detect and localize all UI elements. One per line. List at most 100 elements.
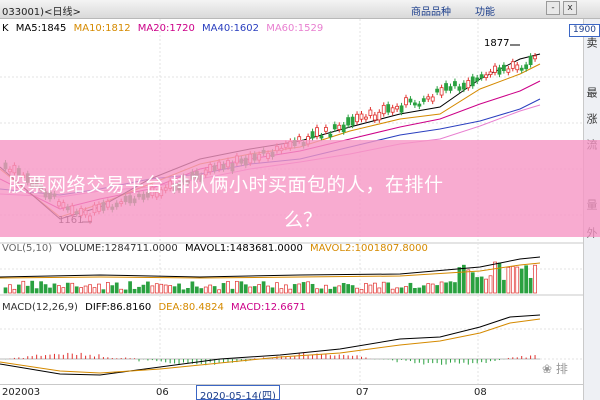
x-axis-label: 202003 xyxy=(2,387,41,398)
volume-bar xyxy=(395,287,399,294)
volume-bar xyxy=(52,283,57,294)
ma20-label: MA20:1720 xyxy=(137,23,195,34)
volume-bar xyxy=(195,286,199,294)
banner-line-2: 么？ xyxy=(284,209,323,231)
candle-body xyxy=(461,82,466,90)
candle-body xyxy=(310,131,315,139)
volume-bar xyxy=(79,287,84,294)
volume-bar xyxy=(34,288,39,294)
candle-body xyxy=(372,114,377,121)
x-axis-label: 06 xyxy=(156,387,169,398)
volume-bar xyxy=(123,289,128,294)
current-price-box: 1900 xyxy=(569,24,600,37)
volume-bar xyxy=(350,285,355,294)
volume-bar xyxy=(110,285,115,294)
candle-body xyxy=(395,105,400,110)
sidebar-button-sell[interactable]: 卖 xyxy=(585,37,598,48)
sidebar-button-latest[interactable]: 最 xyxy=(585,87,598,98)
dea-line xyxy=(0,318,541,374)
volume-bar xyxy=(475,277,480,294)
volume-bar xyxy=(43,284,48,294)
volume-bar xyxy=(261,281,266,294)
volume-bar xyxy=(119,288,124,294)
volume-bar xyxy=(25,285,30,294)
candle-body xyxy=(332,124,337,130)
candle-body xyxy=(350,116,355,126)
volume-bar xyxy=(368,284,373,294)
x-axis-label: 08 xyxy=(474,387,487,398)
ma10-label: MA10:1812 xyxy=(73,23,131,34)
candle-body xyxy=(319,135,324,139)
candle-body xyxy=(453,81,457,87)
volume-bar xyxy=(310,283,315,294)
candle-body xyxy=(328,133,333,138)
volume-bar xyxy=(435,285,439,294)
price-panel-label: K xyxy=(2,23,9,34)
candle-body xyxy=(493,65,497,73)
volume-bar xyxy=(301,282,306,294)
volume-bars xyxy=(3,261,537,294)
volume-bar xyxy=(466,269,471,294)
candle-body xyxy=(488,71,493,75)
volume-bar xyxy=(510,266,515,294)
volume-bar xyxy=(270,287,275,294)
volume-bar xyxy=(190,281,195,294)
candle-body xyxy=(337,124,342,130)
close-button[interactable]: x xyxy=(563,1,577,15)
volume-bar xyxy=(146,281,150,294)
candle-body xyxy=(466,80,471,89)
vol-label: VOL(5,10) xyxy=(2,243,53,254)
volume-bar xyxy=(381,281,386,294)
candle-body xyxy=(346,117,351,126)
menu-item-functions[interactable]: 功能 xyxy=(475,7,495,18)
candle-body xyxy=(506,68,511,73)
volume-bar xyxy=(359,289,364,294)
volume-bar xyxy=(373,282,377,294)
volume-bar xyxy=(105,282,110,294)
volume-bar xyxy=(70,282,75,294)
volume-bar xyxy=(506,266,511,294)
volume-bar xyxy=(355,287,359,294)
volume-bar xyxy=(519,268,524,294)
volume-bar xyxy=(181,289,186,294)
diff-line xyxy=(0,314,541,376)
candle-body xyxy=(430,96,435,102)
candle-body xyxy=(510,61,515,69)
volume-bar xyxy=(515,266,520,294)
volume-bar xyxy=(221,283,226,294)
volume-bar xyxy=(421,285,426,294)
candle-body xyxy=(412,102,417,106)
volume-bar xyxy=(21,280,26,294)
volume-bar xyxy=(488,275,493,294)
volume-bar xyxy=(386,282,391,294)
candle-body xyxy=(448,86,453,91)
volume-bar xyxy=(150,285,155,294)
volume-bar xyxy=(346,284,350,294)
sidebar-button-rise[interactable]: 涨 xyxy=(585,113,598,124)
volume-bar xyxy=(114,282,119,294)
volume-bar xyxy=(328,288,333,294)
volume-bar xyxy=(88,284,92,294)
volume-bar xyxy=(252,286,257,294)
volume-bar xyxy=(97,283,101,294)
mavol2-line xyxy=(0,262,541,279)
selected-date-box: 2020-05-14(四) xyxy=(196,385,280,400)
volume-bar xyxy=(159,283,164,294)
volume-bar xyxy=(17,284,21,294)
candle-body xyxy=(515,64,520,71)
menu-item-instruments[interactable]: 商品品种 xyxy=(411,7,451,18)
volume-bar xyxy=(39,281,43,294)
volume-indicator-row: VOL(5,10) VOLUME:1284711.0000 MAVOL1:148… xyxy=(2,243,432,254)
candle-body xyxy=(470,76,475,87)
candle-body xyxy=(497,67,502,75)
candle-body xyxy=(377,111,382,121)
headline-banner[interactable]: 股票网络交易平台 排队俩小时买面包的人，在排什 么？ xyxy=(0,140,600,237)
candle-body xyxy=(364,116,368,120)
volume-bar xyxy=(212,286,217,294)
volume-bar xyxy=(484,278,488,294)
candle-body xyxy=(315,127,319,137)
minimize-button[interactable]: - xyxy=(546,1,560,15)
volume-bar xyxy=(297,283,302,294)
banner-line-1: 股票网络交易平台 排队俩小时买面包的人，在排什 xyxy=(8,174,444,196)
candle-body xyxy=(421,98,426,102)
